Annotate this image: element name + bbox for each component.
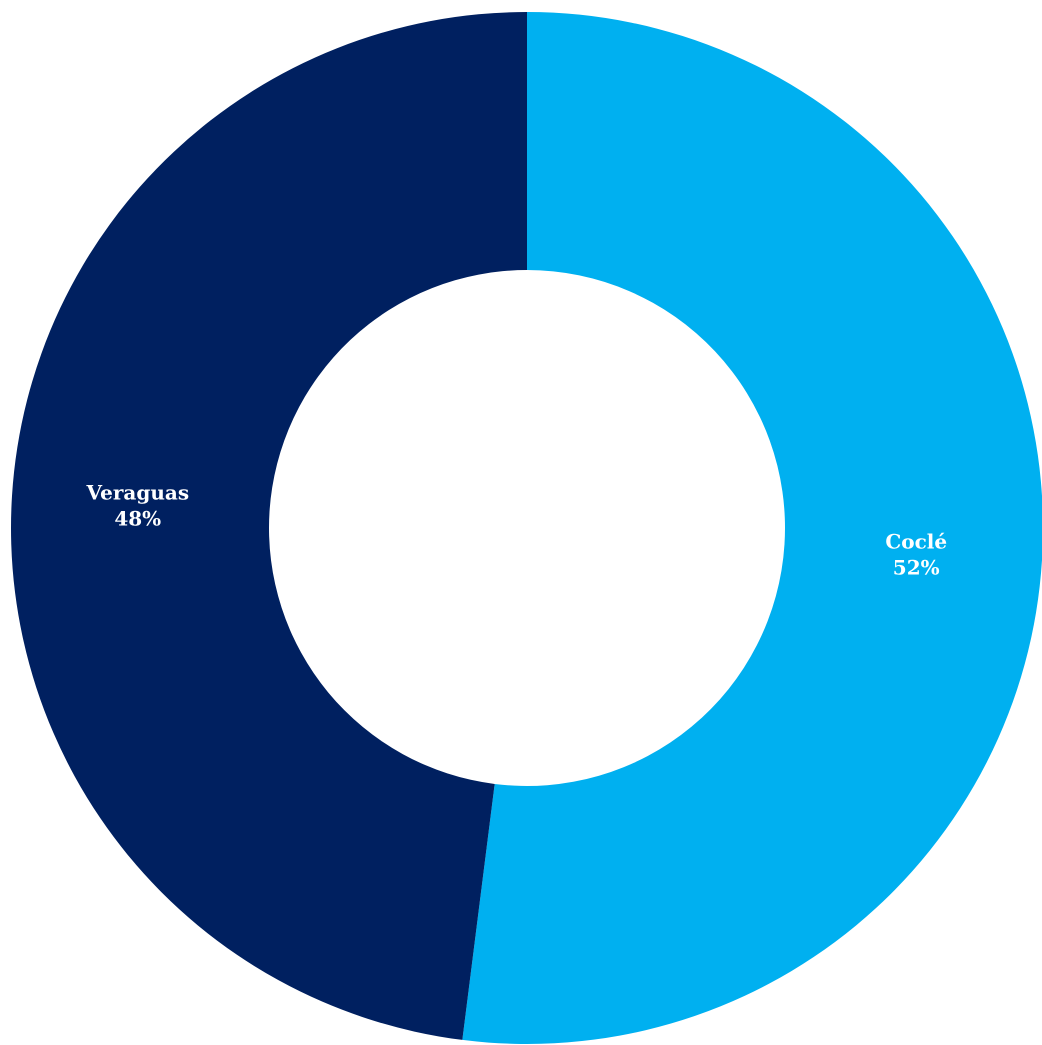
data-label-veraguas: Veraguas 48% [85, 481, 189, 531]
data-label-cocle: Coclé 52% [885, 529, 947, 579]
slice-veraguas [11, 12, 528, 1040]
slice-cocle [462, 12, 1042, 1044]
data-label-category-cocle: Coclé [885, 529, 947, 553]
data-label-category-veraguas: Veraguas [85, 481, 189, 505]
slices-layer [11, 12, 1042, 1044]
labels-layer: Coclé 52% Veraguas 48% [85, 481, 947, 580]
data-label-value-veraguas: 48% [114, 507, 161, 531]
data-label-value-cocle: 52% [893, 555, 940, 579]
